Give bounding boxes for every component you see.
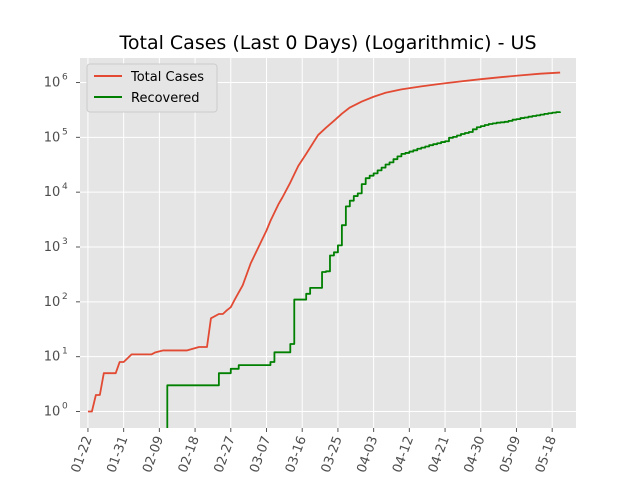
x-tick-label: 05-18 — [533, 434, 560, 475]
grid — [80, 58, 576, 428]
x-tick-label: 02-09 — [140, 434, 167, 475]
y-tick-label: 10 — [44, 185, 61, 200]
x-tick-label: 03-16 — [283, 434, 310, 475]
y-tick-label-exponent: 2 — [62, 292, 68, 302]
x-tick-label: 03-07 — [247, 434, 274, 475]
x-tick-label: 05-09 — [497, 434, 524, 475]
legend-label-total-cases: Total Cases — [130, 70, 204, 85]
y-tick-label: 10 — [44, 350, 61, 365]
series-line-total-cases — [87, 71, 561, 413]
plot-area — [80, 58, 576, 428]
x-tick-label: 02-18 — [176, 434, 203, 475]
y-tick-label: 10 — [44, 240, 61, 255]
legend-label-recovered: Recovered — [131, 91, 200, 106]
y-tick-label-exponent: 1 — [62, 347, 68, 357]
x-tick-label: 04-30 — [462, 434, 489, 475]
x-tick-label: 02-27 — [212, 434, 239, 475]
y-tick-label-exponent: 0 — [62, 401, 68, 411]
y-tick-label: 10 — [44, 295, 61, 310]
x-tick-label: 03-25 — [319, 434, 346, 475]
y-tick-label: 10 — [44, 76, 61, 91]
x-tick-label: 04-03 — [354, 434, 381, 475]
y-tick-label: 10 — [44, 404, 61, 419]
y-tick-label-exponent: 4 — [62, 182, 68, 192]
y-tick-label: 10 — [44, 130, 61, 145]
x-tick-label: 04-12 — [390, 434, 417, 475]
chart-title: Total Cases (Last 0 Days) (Logarithmic) … — [119, 32, 537, 54]
legend: Total Cases Recovered — [86, 63, 218, 113]
y-tick-label-exponent: 6 — [62, 73, 68, 83]
x-tick-label: 04-21 — [426, 434, 453, 475]
y-tick-label-exponent: 3 — [62, 237, 68, 247]
series-layer — [87, 71, 562, 428]
x-tick-label: 01-31 — [104, 434, 131, 475]
series-line-recovered — [166, 111, 562, 428]
y-tick-label-exponent: 5 — [62, 127, 68, 137]
x-tick-label: 01-22 — [69, 434, 96, 475]
